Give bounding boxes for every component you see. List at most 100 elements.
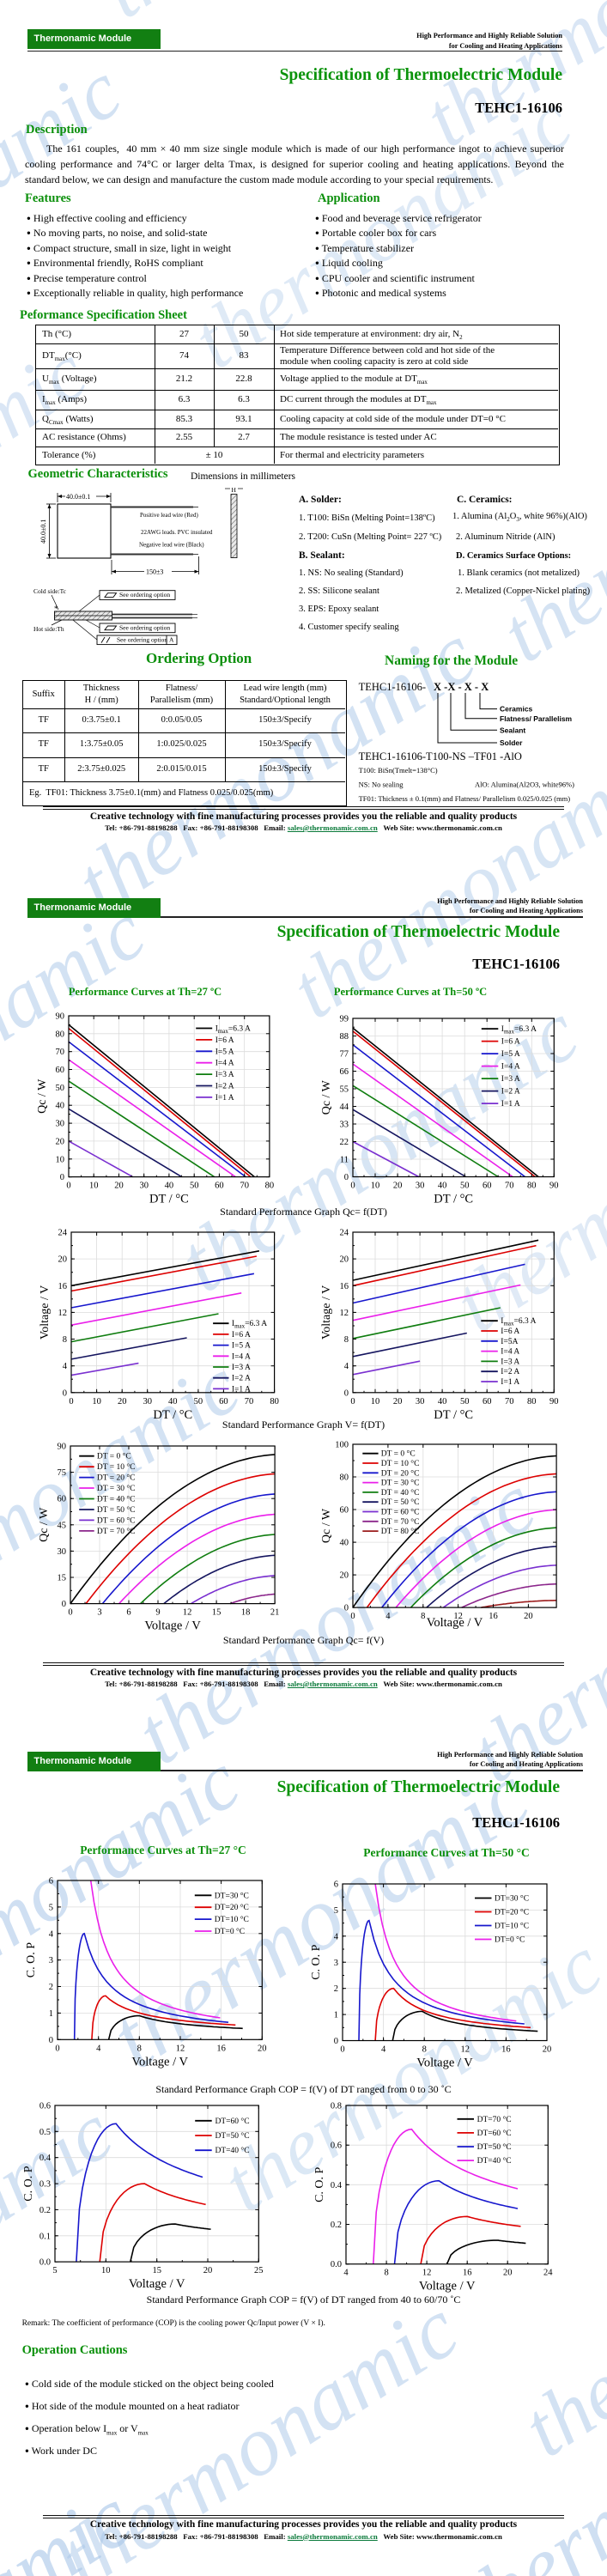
svg-text:50: 50 — [460, 1397, 470, 1406]
svg-text:70: 70 — [240, 1182, 249, 1191]
svg-text:16: 16 — [489, 1612, 498, 1621]
svg-text:0: 0 — [343, 1173, 348, 1182]
svg-text:Qc / W: Qc / W — [320, 1508, 333, 1543]
svg-text:40: 40 — [55, 1102, 64, 1111]
svg-text:DT=40 °C: DT=40 °C — [476, 2156, 511, 2166]
svg-text:16: 16 — [217, 2044, 227, 2053]
svg-text:0: 0 — [68, 1607, 72, 1617]
svg-text:50: 50 — [190, 1182, 199, 1191]
svg-text:70: 70 — [245, 1397, 254, 1406]
svg-text:I=1 A: I=1 A — [215, 1094, 234, 1103]
svg-text:0.6: 0.6 — [331, 2141, 342, 2150]
svg-text:22AWG leads. PVC insulated: 22AWG leads. PVC insulated — [141, 529, 213, 536]
svg-text:0.0: 0.0 — [331, 2260, 342, 2269]
svg-text:4: 4 — [49, 1929, 54, 1939]
svg-text:0: 0 — [69, 1397, 73, 1406]
svg-text:I=1 A: I=1 A — [501, 1100, 519, 1109]
svg-text:Flatness/ Parallelism: Flatness/ Parallelism — [500, 714, 573, 723]
svg-text:0.1: 0.1 — [39, 2232, 51, 2241]
svg-text:Solder: Solder — [500, 738, 523, 747]
svg-text:Voltage / V: Voltage / V — [416, 2057, 473, 2070]
svg-text:I=1 A: I=1 A — [232, 1385, 251, 1394]
svg-text:0.5: 0.5 — [39, 2128, 51, 2137]
svg-text:TEHC1-16106-: TEHC1-16106- — [359, 681, 426, 693]
svg-text:2: 2 — [334, 1984, 338, 1994]
svg-text:30: 30 — [416, 1397, 425, 1406]
svg-text:C. O. P: C. O. P — [22, 2166, 35, 2201]
svg-text:70: 70 — [505, 1181, 514, 1190]
svg-text:30: 30 — [143, 1397, 153, 1406]
svg-text:I=1 A: I=1 A — [501, 1378, 519, 1387]
svg-text:NS: No sealing: NS: No sealing — [359, 781, 404, 789]
svg-text:0: 0 — [334, 2037, 338, 2046]
svg-text:40: 40 — [339, 1538, 349, 1547]
svg-text:Cold side:Tc: Cold side:Tc — [33, 587, 67, 595]
svg-text:0.2: 0.2 — [39, 2206, 51, 2215]
svg-text:Imax=6.3 A: Imax=6.3 A — [232, 1320, 267, 1330]
svg-text:60: 60 — [55, 1066, 64, 1075]
svg-text:20: 20 — [203, 2266, 213, 2275]
svg-text:I=3 A: I=3 A — [215, 1071, 234, 1079]
svg-text:DT / °C: DT / °C — [149, 1193, 189, 1206]
svg-text:60: 60 — [339, 1505, 349, 1515]
svg-text:DT = 20 °C: DT = 20 °C — [380, 1468, 419, 1478]
svg-text:15: 15 — [58, 1573, 67, 1583]
svg-text:50: 50 — [194, 1397, 203, 1406]
svg-text:I=4 A: I=4 A — [232, 1352, 251, 1361]
svg-text:40.0±0.1: 40.0±0.1 — [39, 519, 47, 544]
svg-text:3: 3 — [97, 1607, 101, 1617]
svg-text:10: 10 — [55, 1155, 64, 1164]
svg-text:12: 12 — [339, 1309, 349, 1318]
svg-text:DT = 10 °C: DT = 10 °C — [97, 1462, 136, 1472]
svg-text:99: 99 — [339, 1014, 349, 1024]
svg-text:15: 15 — [212, 1607, 222, 1617]
svg-text:10: 10 — [101, 2266, 111, 2275]
svg-text:C. O. P: C. O. P — [313, 2166, 326, 2202]
svg-text:DT = 0 °C: DT = 0 °C — [97, 1451, 131, 1461]
svg-text:3: 3 — [49, 1956, 53, 1965]
svg-text:I=4 A: I=4 A — [501, 1347, 519, 1356]
svg-text:0.8: 0.8 — [331, 2101, 342, 2111]
svg-text:60: 60 — [483, 1181, 492, 1190]
svg-text:Negative lead wire (Black): Negative lead wire (Black) — [139, 542, 204, 549]
svg-text:16: 16 — [339, 1282, 349, 1291]
svg-text:0: 0 — [62, 1600, 66, 1609]
svg-text:X -X - X - X: X -X - X - X — [434, 681, 489, 693]
svg-text:0: 0 — [350, 1612, 355, 1621]
svg-text:6: 6 — [126, 1607, 131, 1617]
svg-text:8: 8 — [384, 2268, 388, 2277]
svg-text:Qc / W: Qc / W — [320, 1079, 333, 1115]
svg-text:DT=0 °C: DT=0 °C — [215, 1927, 245, 1936]
svg-text:I=5 A: I=5 A — [232, 1341, 251, 1350]
svg-text:10: 10 — [370, 1397, 379, 1406]
svg-text:90: 90 — [549, 1397, 559, 1406]
svg-text:4: 4 — [381, 2045, 386, 2055]
svg-text:30: 30 — [139, 1182, 149, 1191]
svg-text:I=3 A: I=3 A — [501, 1075, 519, 1084]
svg-text:0: 0 — [63, 1388, 67, 1398]
svg-text:0.4: 0.4 — [39, 2154, 52, 2163]
svg-text:9: 9 — [155, 1607, 160, 1617]
svg-text:Voltage / V: Voltage / V — [426, 1616, 483, 1630]
svg-text:DT=70 °C: DT=70 °C — [476, 2115, 511, 2124]
svg-text:*: * — [54, 605, 58, 613]
svg-text:8: 8 — [422, 2045, 427, 2055]
svg-text:DT = 50 °C: DT = 50 °C — [97, 1505, 136, 1515]
svg-text:DT = 60 °C: DT = 60 °C — [380, 1507, 419, 1516]
svg-text:DT=40 °C: DT=40 °C — [215, 2146, 250, 2155]
svg-text:DT = 30 °C: DT = 30 °C — [97, 1484, 136, 1493]
svg-text:40: 40 — [168, 1397, 178, 1406]
svg-text:DT = 40 °C: DT = 40 °C — [97, 1494, 136, 1504]
svg-text:I=2 A: I=2 A — [232, 1374, 251, 1382]
svg-text:DT = 40 °C: DT = 40 °C — [380, 1488, 419, 1498]
svg-text:11: 11 — [340, 1155, 349, 1164]
svg-text:12: 12 — [461, 2045, 470, 2055]
svg-text:21: 21 — [270, 1607, 280, 1617]
svg-text:Voltage / V: Voltage / V — [419, 2279, 476, 2293]
svg-text:I=6 A: I=6 A — [501, 1037, 519, 1046]
svg-text:Voltage / V: Voltage / V — [129, 2277, 185, 2291]
svg-text:12: 12 — [176, 2044, 185, 2053]
svg-text:20: 20 — [503, 2268, 513, 2277]
svg-text:88: 88 — [339, 1032, 349, 1042]
svg-text:20: 20 — [339, 1571, 349, 1580]
